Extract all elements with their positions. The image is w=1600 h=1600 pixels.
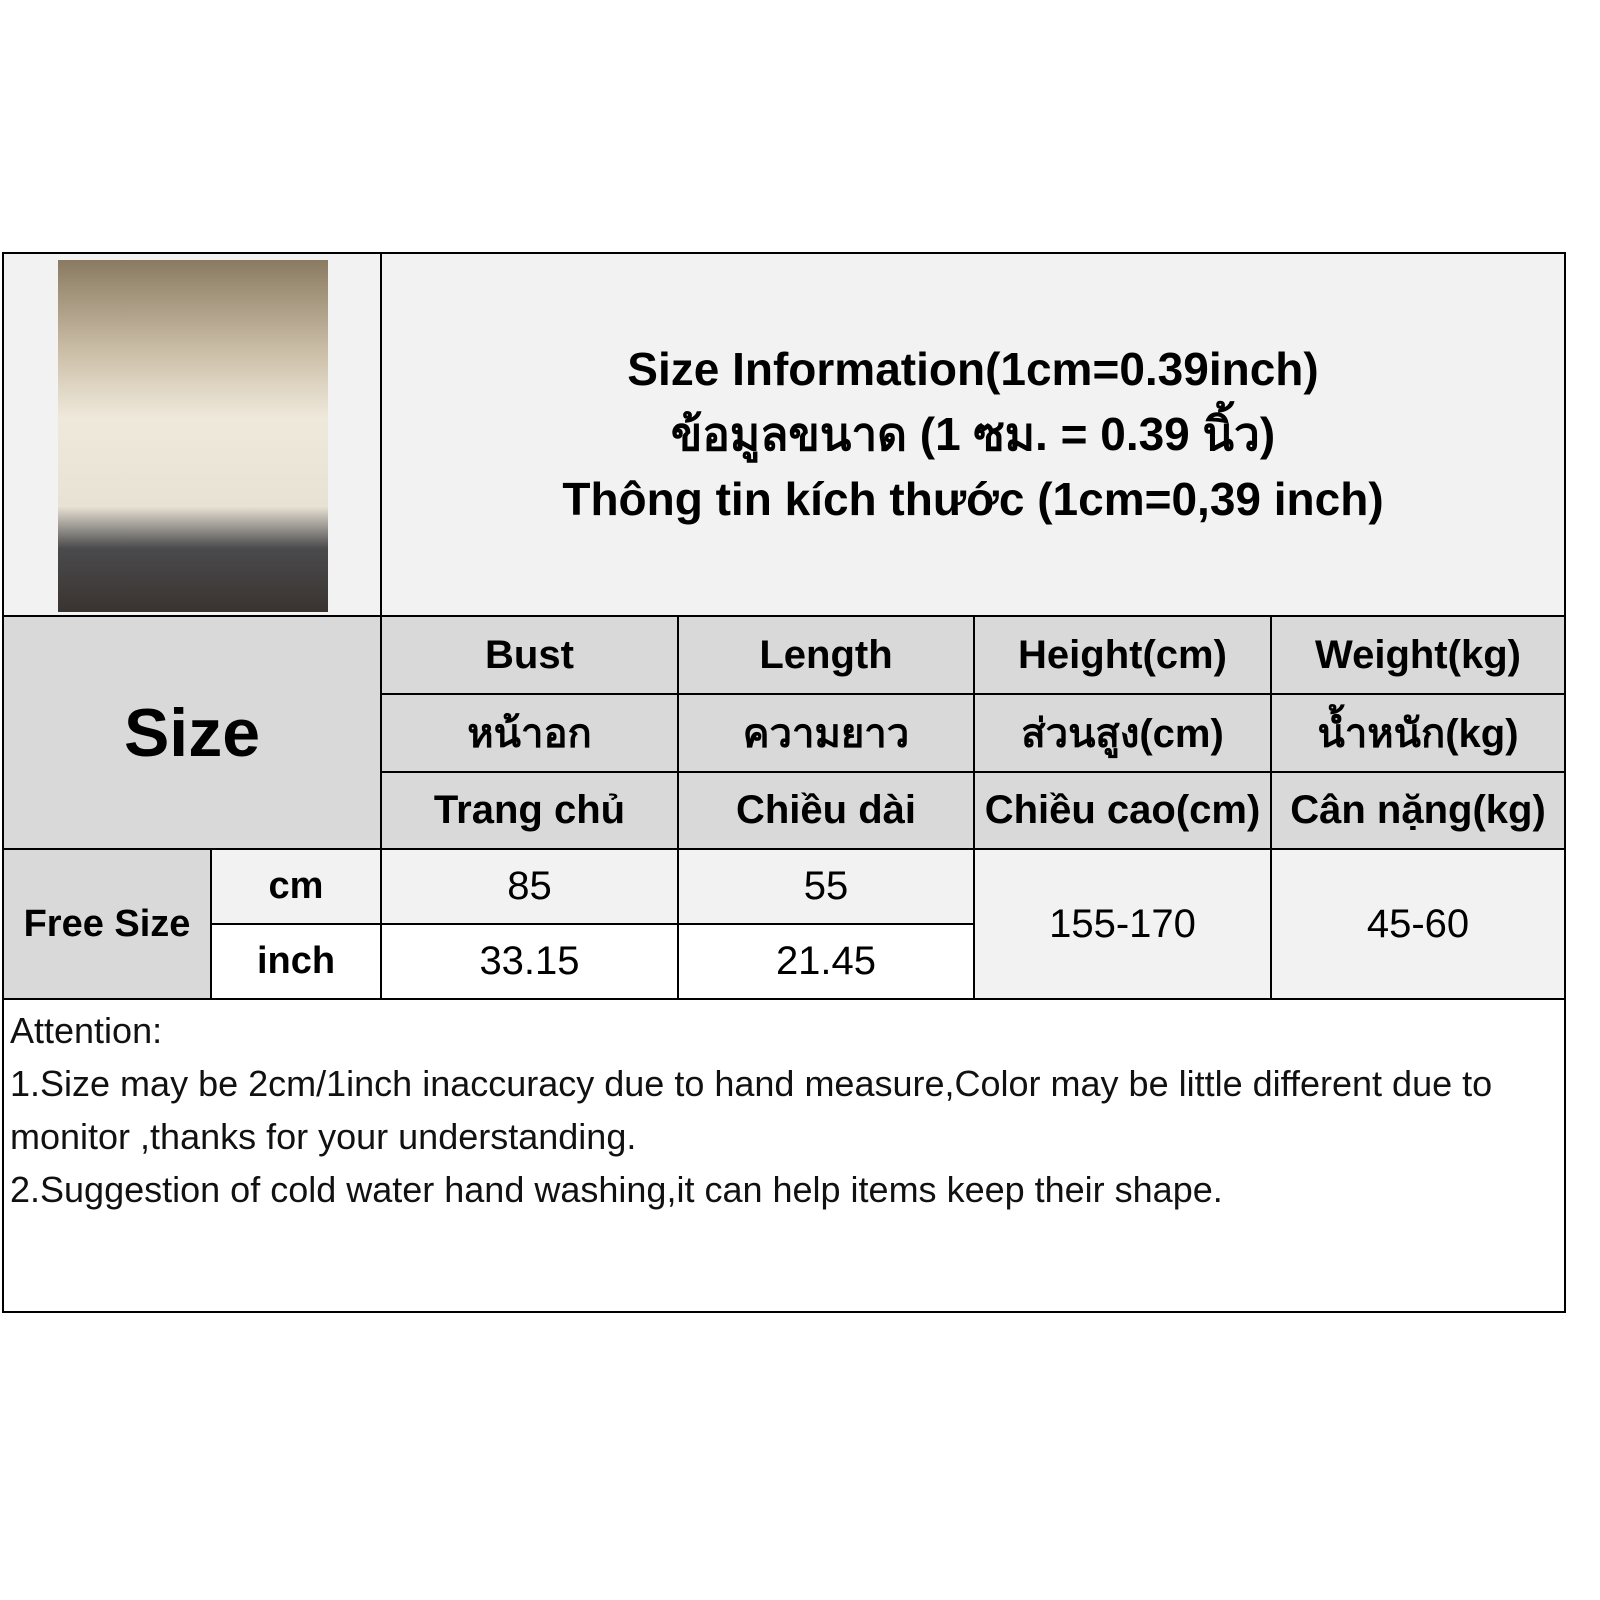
col-length-th: ความยาว	[679, 695, 975, 773]
free-size-label: Free Size	[4, 850, 212, 1000]
weight-range: 45-60	[1272, 850, 1564, 1000]
length-inch: 21.45	[679, 925, 975, 1000]
product-photo-cell	[4, 254, 382, 617]
col-height-vi: Chiều cao(cm)	[975, 773, 1272, 850]
length-cm: 55	[679, 850, 975, 925]
col-bust-en: Bust	[382, 617, 679, 695]
col-bust-th: หน้าอก	[382, 695, 679, 773]
col-height-th: ส่วนสูง(cm)	[975, 695, 1272, 773]
attention-note-2: 2.Suggestion of cold water hand washing,…	[10, 1169, 1223, 1210]
bust-inch: 33.15	[382, 925, 679, 1000]
bust-cm: 85	[382, 850, 679, 925]
title-en: Size Information(1cm=0.39inch)	[627, 343, 1319, 395]
unit-cm: cm	[212, 850, 382, 925]
col-length-en: Length	[679, 617, 975, 695]
unit-inch: inch	[212, 925, 382, 1000]
col-bust-vi: Trang chủ	[382, 773, 679, 850]
col-height-en: Height(cm)	[975, 617, 1272, 695]
title-th: ข้อมูลขนาด (1 ซม. = 0.39 นิ้ว)	[670, 408, 1276, 460]
attention-heading: Attention:	[10, 1010, 163, 1051]
size-chart-table: Size Information(1cm=0.39inch) ข้อมูลขนา…	[2, 252, 1566, 1313]
title-cell: Size Information(1cm=0.39inch) ข้อมูลขนา…	[382, 254, 1564, 617]
col-weight-en: Weight(kg)	[1272, 617, 1564, 695]
attention-note-1: 1.Size may be 2cm/1inch inaccuracy due t…	[10, 1063, 1503, 1157]
product-photo	[58, 260, 328, 612]
col-length-vi: Chiều dài	[679, 773, 975, 850]
attention-notes: Attention: 1.Size may be 2cm/1inch inacc…	[4, 1000, 1564, 1220]
height-range: 155-170	[975, 850, 1272, 1000]
col-weight-th: น้ำหนัก(kg)	[1272, 695, 1564, 773]
col-weight-vi: Cân nặng(kg)	[1272, 773, 1564, 850]
size-header: Size	[4, 617, 382, 850]
title-vi: Thông tin kích thước (1cm=0,39 inch)	[562, 473, 1384, 525]
